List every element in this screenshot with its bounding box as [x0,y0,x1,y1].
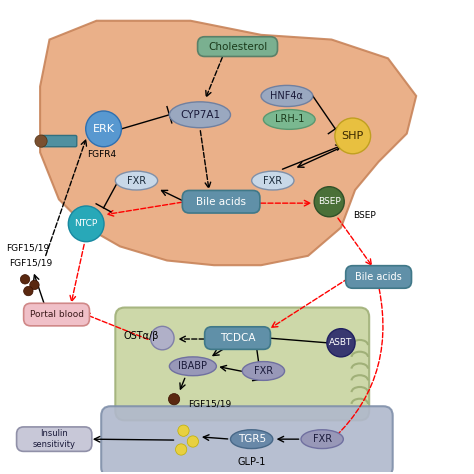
Text: FXR: FXR [254,366,273,376]
Text: Bile acids: Bile acids [196,197,246,207]
Text: FGF15/19: FGF15/19 [6,243,49,252]
FancyBboxPatch shape [24,303,90,326]
Text: FGF15/19: FGF15/19 [188,400,231,409]
Text: BSEP: BSEP [353,211,375,220]
FancyBboxPatch shape [115,308,369,420]
Text: Bile acids: Bile acids [355,272,402,282]
Ellipse shape [261,85,313,107]
Circle shape [314,187,344,217]
FancyBboxPatch shape [198,36,277,56]
Text: FXR: FXR [313,434,332,444]
Text: FGFR4: FGFR4 [87,150,116,159]
Ellipse shape [264,109,315,129]
Text: TGR5: TGR5 [237,434,266,444]
Ellipse shape [115,171,158,190]
Circle shape [175,444,187,455]
Ellipse shape [169,102,230,128]
Circle shape [168,393,180,405]
Text: GLP-1: GLP-1 [237,457,266,467]
Text: TCDCA: TCDCA [220,333,255,343]
PathPatch shape [40,21,416,265]
Text: SHP: SHP [342,131,364,141]
Text: ERK: ERK [92,124,115,134]
FancyBboxPatch shape [101,406,392,474]
Text: ASBT: ASBT [329,338,353,347]
Text: OSTα/β: OSTα/β [123,331,159,341]
Circle shape [335,118,371,154]
Text: FXR: FXR [263,175,283,186]
FancyBboxPatch shape [205,327,271,349]
Text: NTCP: NTCP [74,219,98,228]
Text: Cholesterol: Cholesterol [208,42,267,52]
Text: IBABP: IBABP [178,361,208,371]
Ellipse shape [242,362,284,381]
Text: HNF4α: HNF4α [271,91,303,101]
Text: Portal blood: Portal blood [29,310,83,319]
Circle shape [20,274,30,284]
FancyBboxPatch shape [182,191,260,213]
Circle shape [24,286,33,296]
Circle shape [187,436,199,447]
Circle shape [30,280,39,290]
Circle shape [178,425,189,437]
Circle shape [86,111,121,147]
Circle shape [35,135,47,147]
FancyBboxPatch shape [17,427,92,451]
Text: FGF15/19: FGF15/19 [9,258,52,267]
FancyBboxPatch shape [41,136,77,147]
Ellipse shape [301,430,343,448]
Circle shape [151,326,174,350]
Text: LRH-1: LRH-1 [274,114,304,125]
Circle shape [68,206,104,242]
Ellipse shape [252,171,294,190]
Ellipse shape [169,357,217,376]
Circle shape [327,328,355,357]
Text: CYP7A1: CYP7A1 [180,110,220,120]
Ellipse shape [230,430,273,448]
Text: Insulin
sensitivity: Insulin sensitivity [33,429,76,449]
FancyBboxPatch shape [346,266,411,288]
Text: BSEP: BSEP [318,197,341,206]
Text: FXR: FXR [127,175,146,186]
